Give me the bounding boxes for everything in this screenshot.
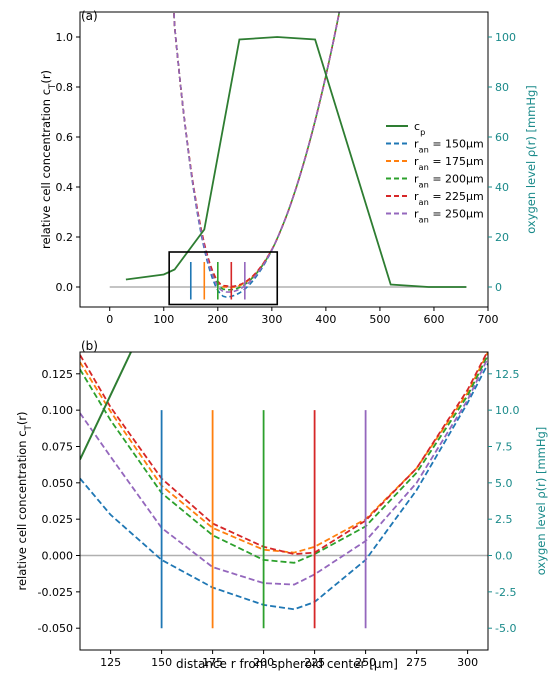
y-tick-label-a: 0.2 [56, 231, 74, 244]
x-tick-label-a: 200 [207, 313, 228, 326]
model-curve-b-5 [80, 357, 488, 586]
y2-tick-label-b: -2.5 [495, 586, 516, 599]
y2-tick-label-b: 5.0 [495, 477, 513, 490]
panel-b: 125 150 175 200 225 250 275 300 0.125 0.100 0.075 0… [15, 351, 548, 669]
y2-tick-label-a: 0 [495, 281, 502, 294]
y-tick-label-a: 0.4 [56, 181, 74, 194]
y-tick-label-b: 0.125 [42, 368, 74, 381]
y2-tick-label-b: 12.5 [495, 368, 520, 381]
panel-a: 0 100 200 300 400 500 600 7000.00.20.40.60.81.0… [39, 11, 538, 326]
x-tick-label-b: 275 [406, 656, 427, 669]
legend-label: ran = 150μm [414, 138, 484, 155]
x-tick-label-b: 125 [100, 656, 121, 669]
y2-tick-label-a: 60 [495, 131, 509, 144]
y-tick-label-b: 0.000 [42, 550, 74, 563]
panel-label-a: (a) [81, 9, 98, 23]
y-tick-label-a: 0.6 [56, 131, 74, 144]
x-tick-label-b: 300 [457, 656, 478, 669]
y2-tick-label-a: 100 [495, 31, 516, 44]
y-tick-label-b: -0.025 [38, 586, 73, 599]
y-tick-label-b: 0.025 [42, 513, 74, 526]
x-tick-label-a: 500 [369, 313, 390, 326]
panel-label-b: (b) [81, 339, 98, 353]
y2-tick-label-a: 80 [495, 81, 509, 94]
y-tick-label-b: 0.075 [42, 440, 74, 453]
y2-tick-label-b: 2.5 [495, 513, 513, 526]
legend-label: ran = 200μm [414, 173, 484, 190]
x-tick-label-a: 600 [423, 313, 444, 326]
legend-label: ran = 225μm [414, 190, 484, 207]
zoom-box [168, 251, 279, 306]
y-axis-label-b: relative cell concentration cT(r) [15, 411, 34, 590]
x-tick-label-a: 100 [153, 313, 174, 326]
x-axis-label: distance r from spheroid center [μm] [176, 657, 398, 671]
y2-axis-label-b: oxygen level ρ(r) [mmHg] [534, 427, 548, 576]
legend-label: ran = 175μm [414, 155, 484, 172]
y-tick-label-a: 0.8 [56, 81, 74, 94]
legend-label: ran = 250μm [414, 208, 484, 225]
plot-area-b [80, 352, 488, 629]
y2-tick-label-a: 20 [495, 231, 509, 244]
model-curve-b-4 [80, 352, 488, 556]
frame-b [79, 351, 489, 651]
y-tick-label-a: 1.0 [56, 31, 74, 44]
x-tick-label-a: 400 [315, 313, 336, 326]
frame-a [79, 11, 489, 308]
y2-tick-label-b: 10.0 [495, 404, 520, 417]
x-tick-label-b: 250 [355, 656, 376, 669]
x-tick-label-b: 175 [202, 656, 223, 669]
y-axis-label-a: relative cell concentration cT(r) [39, 70, 58, 249]
legend-label: cp [414, 120, 425, 137]
x-tick-label-b: 200 [253, 656, 274, 669]
x-tick-label-b: 225 [304, 656, 325, 669]
y2-axis-label-a: oxygen level ρ(r) [mmHg] [524, 85, 538, 234]
curves-a [173, 12, 341, 298]
x-tick-label-b: 150 [151, 656, 172, 669]
y2-tick-label-b: 7.5 [495, 440, 513, 453]
model-curve-b-1 [80, 363, 488, 611]
y-tick-label-b: 0.050 [42, 477, 74, 490]
y2-tick-label-b: 0.0 [495, 550, 513, 563]
model-curve-a-5 [173, 12, 341, 293]
x-tick-label-a: 700 [478, 313, 499, 326]
y-tick-label-a: 0.0 [56, 281, 74, 294]
y-tick-label-b: -0.050 [38, 622, 73, 635]
y2-tick-label-a: 40 [495, 181, 509, 194]
cp-line-b [80, 352, 132, 461]
x-tick-label-a: 300 [261, 313, 282, 326]
y2-tick-label-b: -5.0 [495, 622, 516, 635]
model-curve-b-2 [80, 352, 488, 554]
y-tick-label-b: 0.100 [42, 404, 74, 417]
x-tick-label-a: 0 [106, 313, 113, 326]
model-curve-b-3 [80, 354, 488, 564]
